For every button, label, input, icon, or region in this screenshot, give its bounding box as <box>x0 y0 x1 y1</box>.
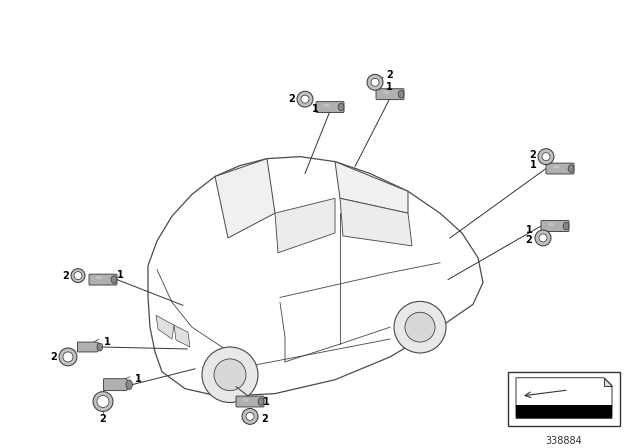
Ellipse shape <box>563 222 569 230</box>
FancyBboxPatch shape <box>89 274 117 285</box>
Circle shape <box>367 74 383 90</box>
Text: 1: 1 <box>116 270 124 280</box>
Circle shape <box>246 413 254 420</box>
Ellipse shape <box>383 91 389 94</box>
Bar <box>508 372 620 426</box>
Ellipse shape <box>126 380 132 389</box>
Polygon shape <box>156 315 174 339</box>
Text: 1: 1 <box>530 159 536 170</box>
Text: 2: 2 <box>289 94 296 104</box>
FancyBboxPatch shape <box>316 102 344 112</box>
FancyBboxPatch shape <box>236 396 264 407</box>
Polygon shape <box>604 378 612 386</box>
Ellipse shape <box>568 165 574 172</box>
Circle shape <box>93 392 113 411</box>
Text: 2: 2 <box>525 235 532 245</box>
Circle shape <box>97 396 109 408</box>
Ellipse shape <box>111 276 117 284</box>
Circle shape <box>297 91 313 107</box>
Polygon shape <box>104 379 132 391</box>
Circle shape <box>538 149 554 164</box>
Ellipse shape <box>258 398 264 405</box>
Circle shape <box>59 348 77 366</box>
Ellipse shape <box>553 165 559 168</box>
Circle shape <box>214 359 246 391</box>
Ellipse shape <box>97 343 102 351</box>
Polygon shape <box>275 198 335 253</box>
Polygon shape <box>148 157 483 396</box>
Text: 2: 2 <box>51 352 58 362</box>
Text: 2: 2 <box>530 150 536 159</box>
Ellipse shape <box>96 276 102 280</box>
Polygon shape <box>516 378 612 418</box>
Ellipse shape <box>323 104 330 107</box>
Bar <box>516 405 612 418</box>
Ellipse shape <box>338 103 344 111</box>
FancyBboxPatch shape <box>541 220 569 232</box>
Text: 1: 1 <box>262 396 269 406</box>
Circle shape <box>394 302 446 353</box>
Text: 338884: 338884 <box>546 436 582 446</box>
Circle shape <box>535 230 551 246</box>
Ellipse shape <box>548 223 554 226</box>
Ellipse shape <box>398 90 404 98</box>
Circle shape <box>71 269 85 283</box>
Polygon shape <box>335 162 408 213</box>
Circle shape <box>542 153 550 161</box>
Text: 2: 2 <box>100 414 106 424</box>
FancyBboxPatch shape <box>376 89 404 99</box>
Polygon shape <box>340 198 412 246</box>
Circle shape <box>63 352 73 362</box>
Text: 2: 2 <box>387 70 394 80</box>
Circle shape <box>371 78 379 86</box>
Text: 1: 1 <box>386 82 392 92</box>
Circle shape <box>74 271 82 280</box>
Text: 2: 2 <box>63 271 69 280</box>
Circle shape <box>405 312 435 342</box>
Text: 1: 1 <box>525 225 532 235</box>
Text: 1: 1 <box>104 337 110 347</box>
FancyBboxPatch shape <box>546 163 574 174</box>
Polygon shape <box>77 342 102 352</box>
Circle shape <box>301 95 309 103</box>
Polygon shape <box>215 159 275 238</box>
Polygon shape <box>174 325 190 347</box>
Circle shape <box>242 409 258 424</box>
Ellipse shape <box>243 398 250 401</box>
Text: 2: 2 <box>262 414 268 424</box>
Text: 1: 1 <box>312 104 318 114</box>
Circle shape <box>202 347 258 402</box>
Text: 1: 1 <box>134 374 141 384</box>
Circle shape <box>539 234 547 242</box>
